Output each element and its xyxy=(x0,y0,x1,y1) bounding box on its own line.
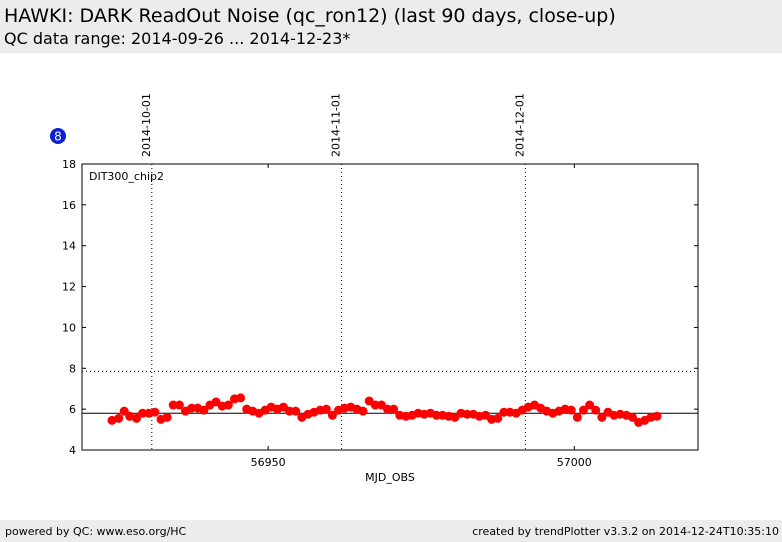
y-tick-label: 14 xyxy=(62,240,76,253)
date-marker-label: 2014-10-01 xyxy=(140,93,153,157)
data-point xyxy=(211,397,221,407)
panel-number-label: 8 xyxy=(54,130,62,144)
data-point xyxy=(652,411,662,421)
x-axis: 56950 57000 xyxy=(251,164,592,469)
data-point xyxy=(578,405,588,415)
plot-frame xyxy=(81,163,699,451)
panel-label: DIT300_chip2 xyxy=(89,170,164,183)
date-markers: 2014-10-01 2014-11-01 2014-12-01 xyxy=(140,93,526,450)
data-point xyxy=(389,404,399,414)
data-point xyxy=(327,410,337,420)
trend-plot: 8 2014-10-01 2014-11-01 2014-12-01 4 6 8 10 12… xyxy=(50,93,699,484)
data-point xyxy=(450,412,460,422)
data-point xyxy=(291,406,301,416)
data-point xyxy=(236,393,246,403)
footer-powered-by: powered by QC: www.eso.org/HC xyxy=(5,525,187,538)
data-points xyxy=(107,393,662,427)
data-point xyxy=(131,413,141,423)
data-point xyxy=(199,405,209,415)
data-point xyxy=(364,396,374,406)
footer-bar: powered by QC: www.eso.org/HC created by… xyxy=(0,520,782,542)
data-point xyxy=(493,413,503,423)
x-axis-label: MJD_OBS xyxy=(365,471,415,484)
y-tick-label: 10 xyxy=(62,321,76,334)
data-point xyxy=(566,405,576,415)
y-tick-label: 8 xyxy=(69,362,76,375)
data-point xyxy=(114,413,124,423)
y-tick-label: 4 xyxy=(69,444,76,457)
y-tick-label: 12 xyxy=(62,281,76,294)
data-point xyxy=(162,412,172,422)
data-point xyxy=(376,400,386,410)
panel-number-badge[interactable] xyxy=(50,128,66,144)
data-point xyxy=(481,410,491,420)
x-tick-label: 56950 xyxy=(251,456,286,469)
date-marker-label: 2014-12-01 xyxy=(513,93,526,157)
x-tick-label: 57000 xyxy=(557,456,592,469)
data-point xyxy=(572,412,582,422)
data-point xyxy=(223,400,233,410)
y-tick-label: 18 xyxy=(62,158,76,171)
data-point xyxy=(597,412,607,422)
footer-created-by: created by trendPlotter v3.3.2 on 2014-1… xyxy=(472,525,779,538)
data-point xyxy=(278,402,288,412)
data-range-subtitle: QC data range: 2014-09-26 ... 2014-12-23… xyxy=(4,29,351,48)
data-point xyxy=(591,405,601,415)
page-title: HAWKI: DARK ReadOut Noise (qc_ron12) (la… xyxy=(4,5,616,27)
data-point xyxy=(174,400,184,410)
date-marker-label: 2014-11-01 xyxy=(330,93,343,157)
data-point xyxy=(627,412,637,422)
y-axis: 4 6 8 10 12 14 16 18 xyxy=(62,158,698,457)
data-point xyxy=(150,407,160,417)
data-point xyxy=(585,400,595,410)
data-point xyxy=(358,406,368,416)
y-tick-label: 16 xyxy=(62,199,76,212)
data-point xyxy=(119,406,129,416)
data-point xyxy=(321,404,331,414)
header-bar: HAWKI: DARK ReadOut Noise (qc_ron12) (la… xyxy=(0,0,782,53)
y-tick-label: 6 xyxy=(69,403,76,416)
